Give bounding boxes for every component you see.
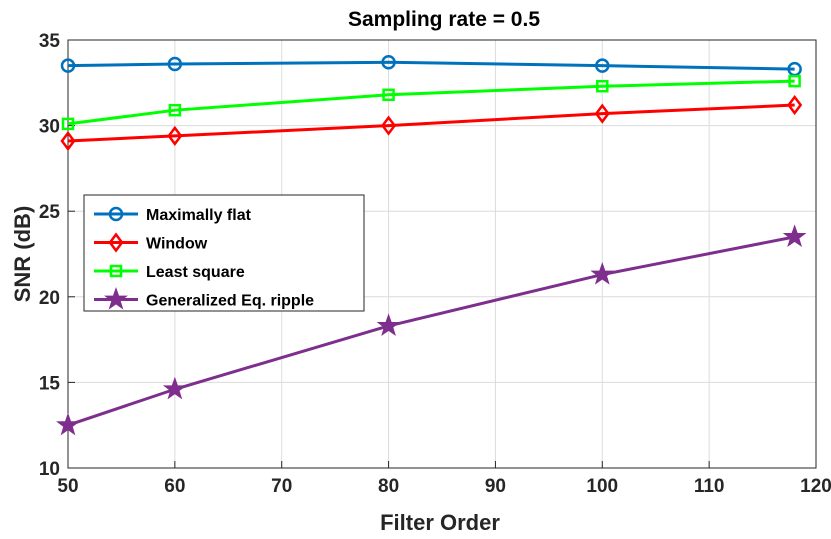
legend-label: Least square [146,264,245,281]
data-point-marker [594,103,610,124]
plot-area-frame [67,39,817,469]
series-maximally-flat [60,55,802,77]
x-tick-label: 120 [800,476,831,497]
legend-item: Window [94,232,208,253]
data-point-marker [590,262,615,285]
data-point-marker [56,412,80,436]
series-line [67,60,795,71]
y-axis-ticks: 10 15 20 25 30 35 [39,31,75,480]
data-point-marker [381,115,397,136]
legend-label: Window [146,236,208,253]
x-tick-label: 70 [271,476,292,497]
data-point-marker [787,94,803,116]
y-tick-label: 15 [39,373,61,394]
data-point-marker [168,103,182,117]
x-axis-ticks: 50 60 70 80 90 100 110 120 [57,461,831,497]
series-window [60,94,803,152]
data-point-marker [788,74,801,88]
series-least-square [61,74,801,131]
data-point-marker [782,224,807,248]
x-tick-label: 100 [586,476,618,497]
data-point-marker [382,88,395,102]
data-point-marker [596,79,609,93]
series-line [67,103,795,143]
legend: Maximally flat Window Least square Generali… [83,194,365,312]
series-line [67,79,795,126]
legend-marker [108,232,124,253]
data-point-marker [60,58,76,73]
y-tick-label: 35 [39,31,61,52]
legend-item: Generalized Eq. ripple [94,286,314,310]
series-generalized-eq-ripple [56,224,807,436]
data-point-marker [162,376,187,400]
legend-item: Maximally flat [94,206,252,224]
data-point-marker [167,56,183,72]
data-point-marker [61,117,75,131]
y-axis-label: SNR (dB) [10,206,35,303]
x-tick-label: 110 [694,476,725,497]
data-point-marker [376,313,401,337]
data-point-marker [595,58,610,73]
y-tick-label: 25 [39,202,61,223]
legend-label: Generalized Eq. ripple [146,293,314,310]
legend-marker [109,264,123,278]
series-group [56,55,807,436]
x-tick-label: 80 [378,476,399,497]
legend-item: Least square [94,264,245,281]
x-tick-label: 90 [485,476,506,497]
x-tick-label: 50 [57,476,78,497]
legend-marker [104,286,128,310]
y-tick-label: 20 [39,288,60,309]
legend-marker [108,206,124,222]
y-tick-label: 10 [39,459,60,480]
x-axis-label: Filter Order [380,510,500,535]
legend-label: Maximally flat [146,207,252,224]
data-point-marker [60,130,76,152]
chart-title: Sampling rate = 0.5 [348,8,540,31]
x-tick-label: 60 [164,476,185,497]
data-point-marker [167,125,183,146]
y-tick-label: 30 [39,117,60,138]
data-point-marker [381,55,396,70]
